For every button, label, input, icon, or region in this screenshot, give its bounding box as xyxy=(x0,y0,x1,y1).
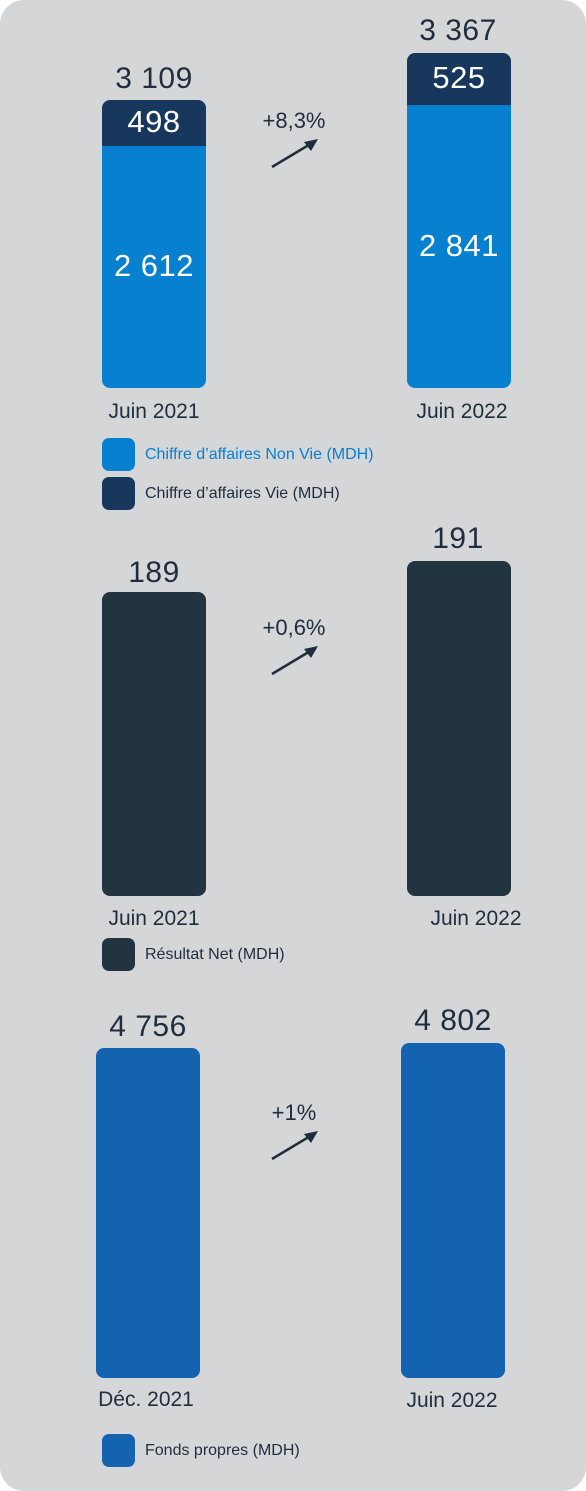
value-label-non-vie: 2 841 xyxy=(418,227,500,263)
legend-swatch xyxy=(102,938,135,971)
legend-item-fonds-propres: Fonds propres (MDH) xyxy=(102,1434,300,1467)
legend-item-non-vie: Chiffre d’affaires Non Vie (MDH) xyxy=(102,438,374,471)
bar-dec-2021 xyxy=(96,1048,200,1378)
x-tick-label: Juin 2022 xyxy=(406,1389,498,1412)
bar-juin-2022 xyxy=(401,1043,505,1378)
bar-juin-2022 xyxy=(407,561,511,896)
value-label-2022: 191 xyxy=(432,522,484,555)
legend-swatch xyxy=(102,438,135,471)
change-label: +1% xyxy=(271,1100,317,1125)
bar-segment-non-vie xyxy=(102,146,206,388)
arrow-up-right-icon xyxy=(271,1131,318,1161)
value-label-vie: 525 xyxy=(432,60,486,95)
x-tick-label: Juin 2021 xyxy=(108,907,200,930)
total-label-2021: 3 109 xyxy=(115,62,193,95)
value-label-dec-2021: 4 756 xyxy=(109,1010,187,1043)
x-tick-label: Juin 2022 xyxy=(430,907,522,930)
legend-label: Fonds propres (MDH) xyxy=(145,1441,300,1459)
legend-label: Chiffre d’affaires Vie (MDH) xyxy=(145,484,340,502)
x-tick-label: Déc. 2021 xyxy=(98,1388,194,1411)
value-label-juin-2022: 4 802 xyxy=(414,1004,492,1037)
bar-juin-2021 xyxy=(102,592,206,896)
bar-segment-non-vie xyxy=(407,105,511,388)
x-tick-label: Juin 2022 xyxy=(416,400,508,423)
legend-swatch xyxy=(102,1434,135,1467)
bar-juin-2021: 498 2 612 xyxy=(102,100,206,388)
arrow-up-right-icon xyxy=(271,139,318,169)
arrow-up-right-icon xyxy=(271,646,318,676)
value-label-vie: 498 xyxy=(127,104,181,139)
change-label: +0,6% xyxy=(262,615,326,640)
change-label: +8,3% xyxy=(262,108,326,133)
bar-juin-2022: 525 2 841 xyxy=(407,53,511,388)
x-tick-label: Juin 2021 xyxy=(108,400,200,423)
bar-segment-vie xyxy=(102,100,206,146)
legend-label: Résultat Net (MDH) xyxy=(145,945,285,963)
legend-item-resultat-net: Résultat Net (MDH) xyxy=(102,938,285,971)
bar-segment-vie xyxy=(407,53,511,105)
total-label-2022: 3 367 xyxy=(419,14,497,47)
value-label-2021: 189 xyxy=(128,556,180,589)
legend-label: Chiffre d’affaires Non Vie (MDH) xyxy=(145,445,374,463)
value-label-non-vie: 2 612 xyxy=(113,248,195,283)
legend-item-vie: Chiffre d’affaires Vie (MDH) xyxy=(102,477,340,510)
legend-swatch xyxy=(102,477,135,510)
